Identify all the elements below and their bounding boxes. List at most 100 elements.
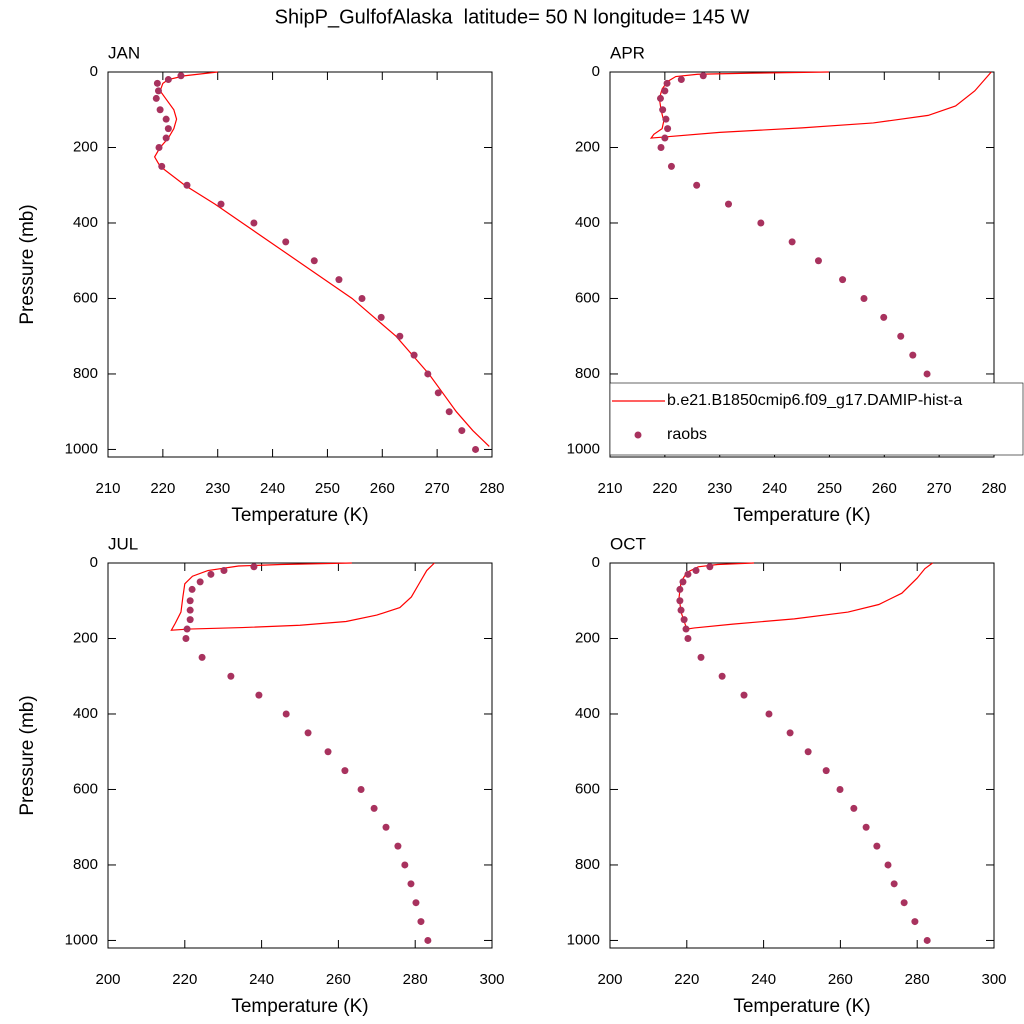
data-line: [649, 71, 992, 139]
y-tick-label: 200: [575, 629, 600, 646]
data-point: [182, 634, 190, 642]
data-point: [682, 625, 690, 633]
plot-frame: [609, 562, 995, 949]
x-axis-label: Temperature (K): [231, 505, 368, 526]
data-point: [255, 691, 263, 699]
y-axis-label: Pressure (mb): [17, 695, 38, 815]
x-tick-label: 210: [95, 480, 120, 497]
data-point: [377, 313, 385, 321]
data-point: [220, 567, 228, 575]
data-point: [183, 181, 191, 189]
data-point: [676, 597, 684, 605]
data-point: [909, 351, 917, 359]
y-tick-label: 1000: [567, 440, 600, 457]
data-point: [860, 294, 868, 302]
data-point: [227, 672, 235, 680]
x-tick-label: 240: [260, 480, 285, 497]
data-point: [676, 585, 684, 593]
data-point: [765, 710, 773, 718]
x-tick-label: 270: [425, 480, 450, 497]
legend-label: raobs: [667, 426, 707, 443]
legend-marker: [634, 431, 642, 439]
y-tick-label: 800: [575, 365, 600, 382]
data-point: [207, 570, 215, 578]
data-point: [162, 134, 170, 142]
data-point: [923, 936, 931, 944]
data-point: [424, 936, 432, 944]
data-point: [656, 94, 664, 102]
x-tick-label: 200: [95, 971, 120, 988]
data-point: [196, 578, 204, 586]
data-point: [890, 880, 898, 888]
x-tick-label: 260: [828, 971, 853, 988]
data-point: [310, 257, 318, 265]
x-tick-label: 280: [981, 480, 1006, 497]
data-point: [684, 570, 692, 578]
y-tick-label: 400: [73, 705, 98, 722]
data-point: [407, 880, 415, 888]
data-point: [862, 823, 870, 831]
data-point: [304, 729, 312, 737]
data-point: [164, 125, 172, 133]
data-point: [410, 351, 418, 359]
data-point: [911, 918, 919, 926]
data-point: [718, 672, 726, 680]
data-point: [401, 861, 409, 869]
data-point: [663, 79, 671, 87]
y-tick-label: 0: [592, 554, 600, 571]
data-point: [822, 767, 830, 775]
y-tick-label: 600: [575, 780, 600, 797]
data-point: [164, 76, 172, 84]
data-point: [188, 585, 196, 593]
data-point: [661, 134, 669, 142]
data-point: [657, 143, 665, 151]
data-point: [757, 219, 765, 227]
data-point: [472, 445, 480, 453]
data-point: [667, 162, 675, 170]
plot-frame: [107, 71, 493, 458]
data-line: [678, 562, 933, 630]
data-point: [155, 143, 163, 151]
x-tick-label: 250: [315, 480, 340, 497]
data-point: [693, 181, 701, 189]
data-point: [897, 332, 905, 340]
y-tick-label: 800: [575, 856, 600, 873]
data-point: [357, 785, 365, 793]
data-point: [786, 729, 794, 737]
data-point: [183, 625, 191, 633]
data-point: [677, 606, 685, 614]
x-tick-label: 200: [597, 971, 622, 988]
data-point: [677, 76, 685, 84]
legend-label: b.e21.B1850cmip6.f09_g17.DAMIP-hist-a: [667, 392, 962, 409]
y-tick-label: 0: [90, 63, 98, 80]
data-point: [417, 918, 425, 926]
data-point: [186, 606, 194, 614]
data-point: [177, 72, 185, 80]
data-point: [662, 115, 670, 123]
panel-title: JUL: [108, 534, 138, 553]
data-point: [358, 294, 366, 302]
panel-title: JAN: [108, 43, 140, 62]
x-tick-label: 300: [479, 971, 504, 988]
data-point: [900, 899, 908, 907]
data-point: [664, 125, 672, 133]
y-tick-label: 400: [575, 705, 600, 722]
data-point: [434, 389, 442, 397]
x-tick-label: 210: [597, 480, 622, 497]
x-tick-label: 240: [751, 971, 776, 988]
y-tick-label: 400: [73, 214, 98, 231]
data-point: [692, 567, 700, 575]
data-point: [153, 79, 161, 87]
y-tick-label: 200: [73, 629, 98, 646]
data-point: [724, 200, 732, 208]
plot-frame: [107, 562, 493, 949]
y-tick-label: 1000: [65, 440, 98, 457]
panel-title: APR: [610, 43, 645, 62]
data-point: [706, 563, 714, 571]
data-point: [788, 238, 796, 246]
data-point: [394, 842, 402, 850]
y-tick-label: 800: [73, 365, 98, 382]
data-point: [282, 238, 290, 246]
